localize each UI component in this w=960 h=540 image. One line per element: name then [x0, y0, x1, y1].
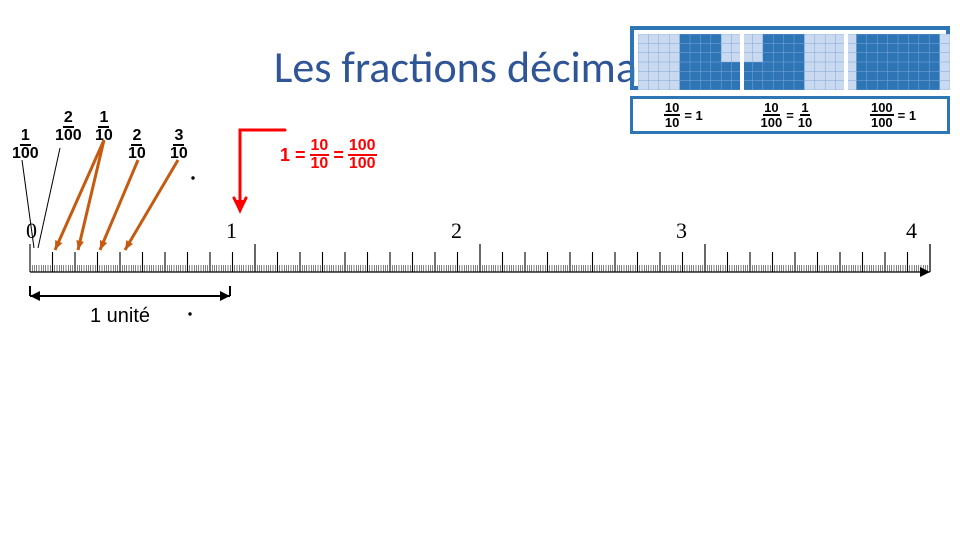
- red-eq-mid: =: [333, 145, 344, 166]
- tick-label: 2: [451, 218, 462, 244]
- fraction-label: 210: [128, 128, 146, 162]
- title-text: Les fractions décimales: [274, 40, 686, 94]
- fraction-label: 1100: [12, 128, 39, 162]
- fraction-label: 310: [170, 128, 188, 162]
- equation-item: 10100 = 110: [760, 101, 812, 129]
- fraction-label: 2100: [55, 110, 82, 144]
- one-equals-fractions: 1 = 1010 = 100100: [280, 138, 377, 172]
- equation-item: 100100 = 1: [870, 101, 916, 129]
- tick-label: 3: [676, 218, 687, 244]
- equations-panel: 1010 = 1 10100 = 110 100100 = 1: [630, 96, 950, 134]
- equation-item: 1010 = 1: [664, 101, 703, 129]
- unit-label: 1 unité: [90, 305, 150, 328]
- grids-panel: [630, 26, 950, 90]
- fraction-label: 110: [95, 110, 113, 144]
- tick-label: 1: [226, 218, 237, 244]
- red-eq-pre: 1 =: [280, 145, 306, 166]
- unit-label-text: 1 unité: [90, 305, 150, 327]
- tick-label: 0: [26, 218, 37, 244]
- tick-label: 4: [906, 218, 917, 244]
